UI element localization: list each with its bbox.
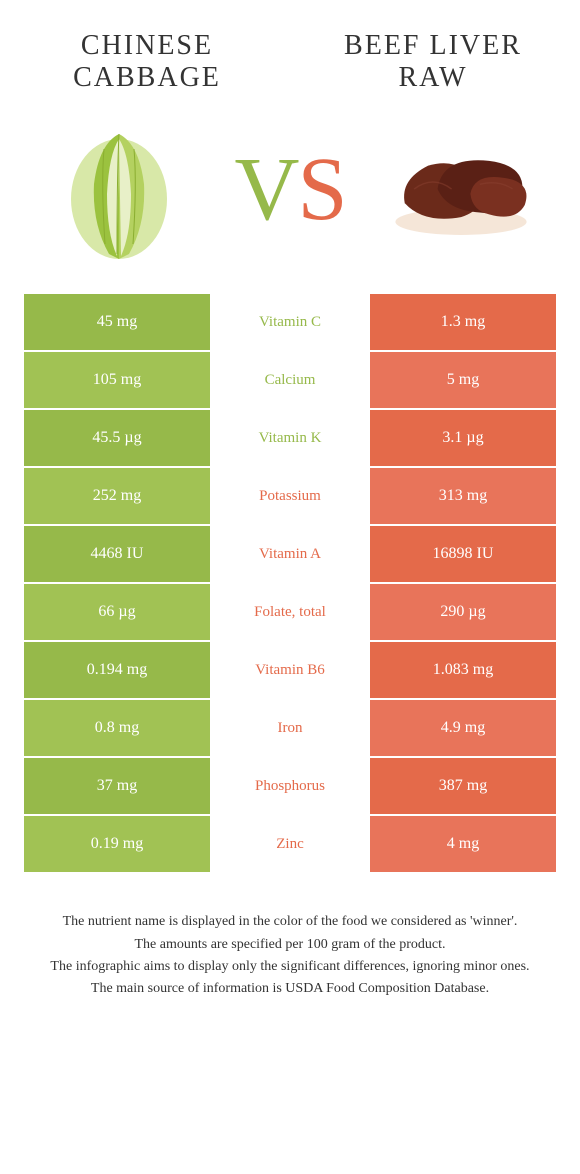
nutrient-name: Vitamin A — [210, 526, 370, 582]
right-value: 4.9 mg — [370, 700, 556, 756]
right-title-line2: RAW — [398, 62, 467, 93]
right-value: 387 mg — [370, 758, 556, 814]
left-value: 45.5 µg — [24, 410, 210, 466]
nutrient-table: 45 mgVitamin C1.3 mg105 mgCalcium5 mg45.… — [24, 294, 556, 872]
table-row: 66 µgFolate, total290 µg — [24, 584, 556, 640]
cabbage-icon — [59, 114, 179, 264]
nutrient-name: Vitamin K — [210, 410, 370, 466]
right-title-line1: BEEF LIVER — [344, 30, 522, 61]
left-value: 66 µg — [24, 584, 210, 640]
right-value: 16898 IU — [370, 526, 556, 582]
left-value: 0.8 mg — [24, 700, 210, 756]
footer-line-2: The amounts are specified per 100 gram o… — [34, 935, 546, 955]
liver-image — [386, 114, 536, 264]
right-food-title: BEEF LIVER RAW — [290, 30, 556, 94]
left-value: 45 mg — [24, 294, 210, 350]
nutrient-name: Potassium — [210, 468, 370, 524]
right-value: 1.083 mg — [370, 642, 556, 698]
left-value: 0.19 mg — [24, 816, 210, 872]
nutrient-name: Vitamin C — [210, 294, 370, 350]
table-row: 105 mgCalcium5 mg — [24, 352, 556, 408]
nutrient-name: Calcium — [210, 352, 370, 408]
footer-notes: The nutrient name is displayed in the co… — [24, 912, 556, 999]
liver-icon — [386, 134, 536, 244]
table-row: 4468 IUVitamin A16898 IU — [24, 526, 556, 582]
table-row: 45.5 µgVitamin K3.1 µg — [24, 410, 556, 466]
table-row: 37 mgPhosphorus387 mg — [24, 758, 556, 814]
left-value: 4468 IU — [24, 526, 210, 582]
vs-label: VS — [234, 138, 345, 241]
vs-v: V — [234, 138, 297, 241]
right-value: 5 mg — [370, 352, 556, 408]
header: CHINESE CABBAGE BEEF LIVER RAW — [24, 30, 556, 94]
left-title-line1: CHINESE — [81, 30, 213, 61]
left-food-title: CHINESE CABBAGE — [24, 30, 290, 94]
cabbage-image — [44, 114, 194, 264]
table-row: 252 mgPotassium313 mg — [24, 468, 556, 524]
right-value: 1.3 mg — [370, 294, 556, 350]
nutrient-name: Vitamin B6 — [210, 642, 370, 698]
vs-s: S — [297, 138, 345, 241]
footer-line-4: The main source of information is USDA F… — [34, 979, 546, 999]
right-value: 4 mg — [370, 816, 556, 872]
left-value: 37 mg — [24, 758, 210, 814]
right-value: 313 mg — [370, 468, 556, 524]
right-value: 290 µg — [370, 584, 556, 640]
images-row: VS — [24, 114, 556, 264]
left-title-line2: CABBAGE — [73, 62, 221, 93]
footer-line-3: The infographic aims to display only the… — [34, 957, 546, 977]
footer-line-1: The nutrient name is displayed in the co… — [34, 912, 546, 932]
nutrient-name: Iron — [210, 700, 370, 756]
right-value: 3.1 µg — [370, 410, 556, 466]
nutrient-name: Zinc — [210, 816, 370, 872]
nutrient-name: Folate, total — [210, 584, 370, 640]
table-row: 0.194 mgVitamin B61.083 mg — [24, 642, 556, 698]
nutrient-name: Phosphorus — [210, 758, 370, 814]
table-row: 45 mgVitamin C1.3 mg — [24, 294, 556, 350]
table-row: 0.8 mgIron4.9 mg — [24, 700, 556, 756]
left-value: 0.194 mg — [24, 642, 210, 698]
table-row: 0.19 mgZinc4 mg — [24, 816, 556, 872]
left-value: 252 mg — [24, 468, 210, 524]
left-value: 105 mg — [24, 352, 210, 408]
